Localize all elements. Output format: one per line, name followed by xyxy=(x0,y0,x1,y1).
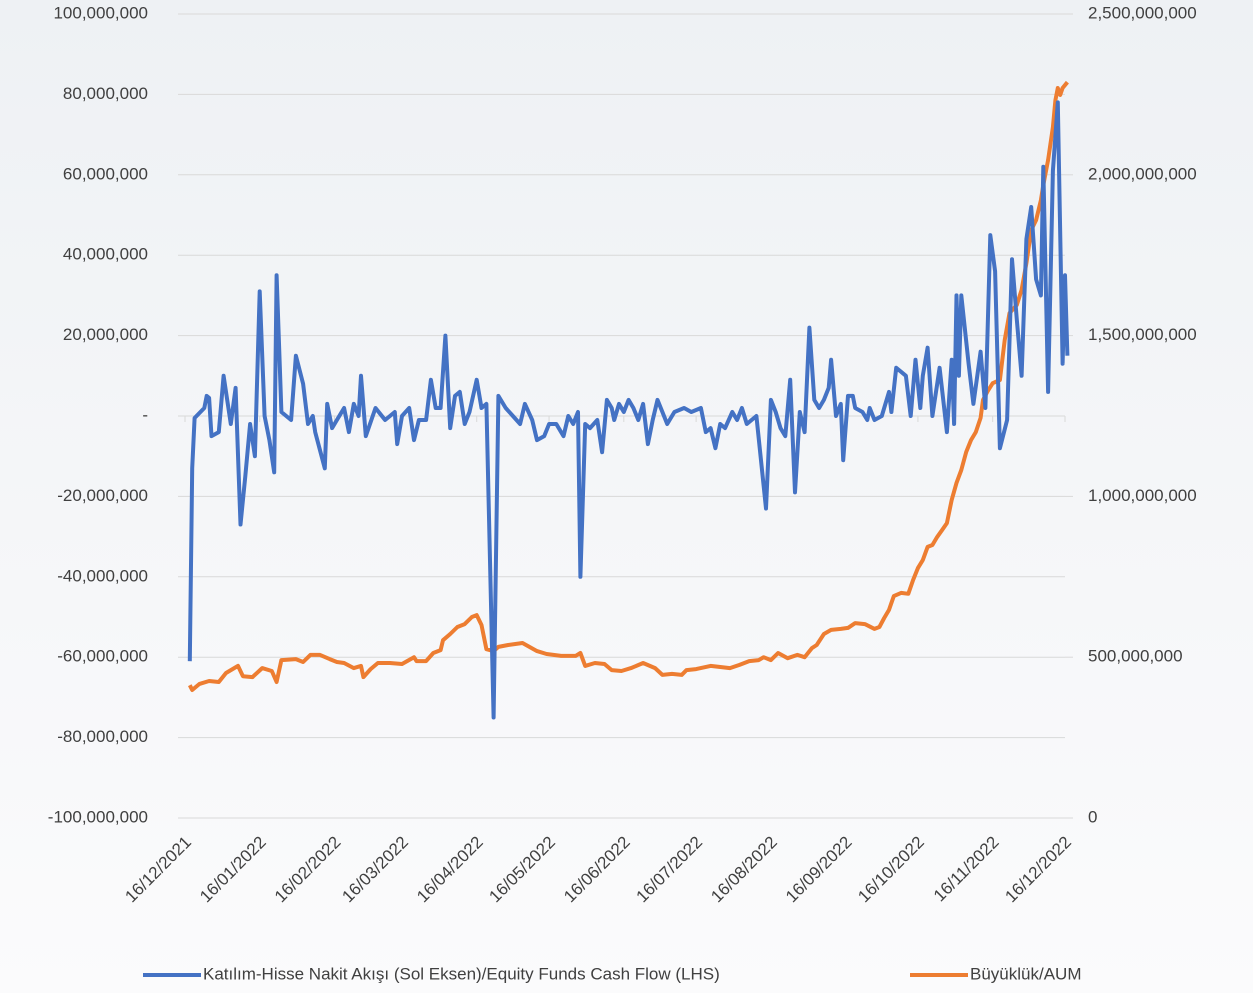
y2-tick-label: 0 xyxy=(1088,807,1097,826)
y2-tick-label: 2,000,000,000 xyxy=(1088,164,1197,183)
y2-tick-label: 500,000,000 xyxy=(1088,647,1183,666)
data-line xyxy=(188,80,1069,692)
y-tick-label: 80,000,000 xyxy=(63,84,148,103)
y-tick-label: 40,000,000 xyxy=(63,245,148,264)
y2-tick-label: 1,000,000,000 xyxy=(1088,486,1197,505)
y2-tick-label: 2,500,000,000 xyxy=(1088,3,1197,22)
legend-label: Büyüklük/AUM xyxy=(970,964,1081,983)
y-tick-label: -20,000,000 xyxy=(57,486,148,505)
y-tick-label: 100,000,000 xyxy=(53,3,148,22)
y-tick-label: - xyxy=(142,405,148,424)
data-line xyxy=(187,100,1070,720)
y-tick-label: -60,000,000 xyxy=(57,647,148,666)
y-tick-label: 60,000,000 xyxy=(63,164,148,183)
y-tick-label: -80,000,000 xyxy=(57,727,148,746)
y-tick-label: -100,000,000 xyxy=(48,807,148,826)
y-tick-label: -40,000,000 xyxy=(57,566,148,585)
y-tick-label: 20,000,000 xyxy=(63,325,148,344)
y2-tick-label: 1,500,000,000 xyxy=(1088,325,1197,344)
legend-label: Katılım-Hisse Nakit Akışı (Sol Eksen)/Eq… xyxy=(203,964,720,983)
